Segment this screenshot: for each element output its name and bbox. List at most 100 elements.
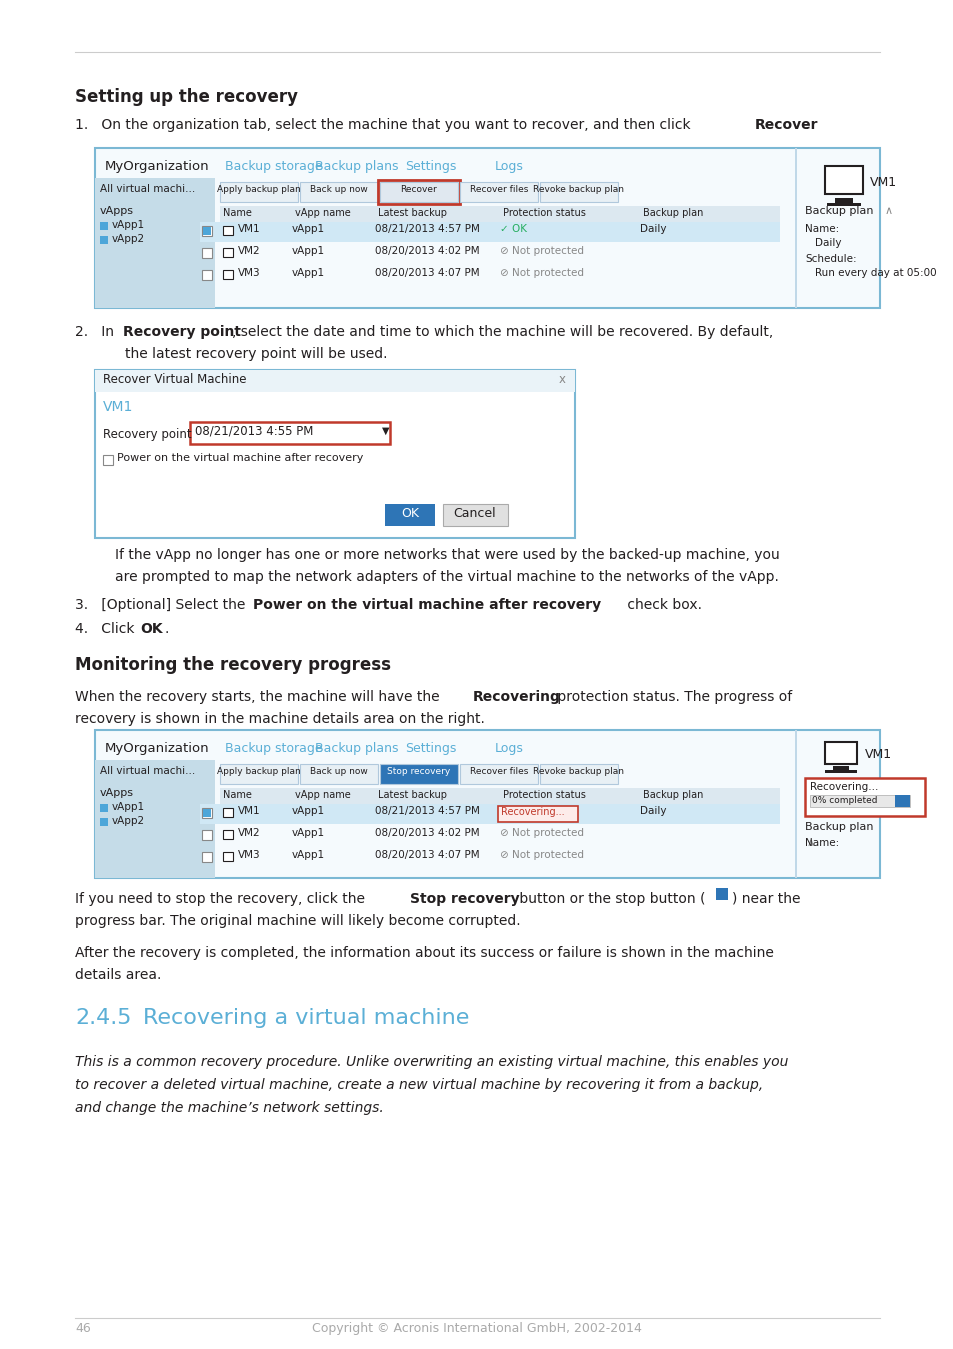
Text: vApp1: vApp1: [112, 803, 145, 812]
Text: Recovering: Recovering: [473, 689, 560, 704]
Text: ∧: ∧: [884, 206, 892, 216]
Text: MyOrganization: MyOrganization: [105, 742, 210, 755]
Text: When the recovery starts, the machine will have the: When the recovery starts, the machine wi…: [75, 689, 443, 704]
Text: Stop recovery: Stop recovery: [410, 892, 519, 907]
FancyBboxPatch shape: [100, 804, 108, 812]
Text: , select the date and time to which the machine will be recovered. By default,: , select the date and time to which the …: [232, 325, 773, 339]
Text: 08/21/2013 4:57 PM: 08/21/2013 4:57 PM: [375, 224, 479, 233]
Text: 3.   [Optional] Select the: 3. [Optional] Select the: [75, 598, 250, 612]
FancyBboxPatch shape: [220, 788, 780, 804]
Text: Daily: Daily: [814, 237, 841, 248]
Text: Latest backup: Latest backup: [377, 791, 447, 800]
Text: Logs: Logs: [495, 161, 523, 173]
Text: Apply backup plan: Apply backup plan: [217, 185, 300, 194]
Text: Recovery point: Recovery point: [123, 325, 241, 339]
Text: Schedule:: Schedule:: [804, 254, 856, 264]
FancyBboxPatch shape: [203, 227, 211, 235]
FancyBboxPatch shape: [299, 182, 377, 202]
Text: 08/20/2013 4:07 PM: 08/20/2013 4:07 PM: [375, 850, 479, 861]
FancyBboxPatch shape: [539, 182, 618, 202]
FancyBboxPatch shape: [190, 422, 390, 444]
Text: Recover: Recover: [400, 185, 436, 194]
FancyBboxPatch shape: [100, 223, 108, 229]
Text: VM1: VM1: [237, 224, 260, 233]
Text: VM2: VM2: [237, 246, 260, 256]
Text: Apply backup plan: Apply backup plan: [217, 768, 300, 776]
FancyBboxPatch shape: [202, 248, 212, 258]
Text: vApp1: vApp1: [292, 224, 325, 233]
Text: vApps: vApps: [100, 788, 133, 799]
Text: Daily: Daily: [639, 224, 666, 233]
Text: Setting up the recovery: Setting up the recovery: [75, 88, 297, 107]
FancyBboxPatch shape: [95, 759, 214, 878]
FancyBboxPatch shape: [100, 817, 108, 826]
FancyBboxPatch shape: [804, 778, 924, 816]
Text: Recovering...: Recovering...: [809, 782, 878, 792]
FancyBboxPatch shape: [442, 505, 507, 526]
Text: Name: Name: [223, 791, 252, 800]
Text: If you need to stop the recovery, click the: If you need to stop the recovery, click …: [75, 892, 369, 907]
FancyBboxPatch shape: [103, 455, 112, 465]
Text: Backup storage: Backup storage: [225, 161, 322, 173]
Text: vApps: vApps: [100, 206, 133, 216]
Text: This is a common recovery procedure. Unlike overwriting an existing virtual mach: This is a common recovery procedure. Unl…: [75, 1055, 787, 1068]
FancyBboxPatch shape: [202, 227, 212, 236]
Text: Power on the virtual machine after recovery: Power on the virtual machine after recov…: [253, 598, 600, 612]
FancyBboxPatch shape: [202, 808, 212, 817]
FancyBboxPatch shape: [202, 270, 212, 281]
Text: and change the machine’s network settings.: and change the machine’s network setting…: [75, 1101, 383, 1116]
Text: Recover files: Recover files: [469, 185, 528, 194]
FancyBboxPatch shape: [95, 730, 879, 878]
FancyBboxPatch shape: [379, 764, 457, 784]
Text: ✓ OK: ✓ OK: [499, 224, 526, 233]
Text: x: x: [558, 374, 565, 386]
Text: progress bar. The original machine will likely become corrupted.: progress bar. The original machine will …: [75, 915, 520, 928]
FancyBboxPatch shape: [203, 809, 211, 817]
Text: ⊘ Not protected: ⊘ Not protected: [499, 828, 583, 838]
Text: MyOrganization: MyOrganization: [105, 161, 210, 173]
Text: Daily: Daily: [639, 805, 666, 816]
FancyBboxPatch shape: [459, 182, 537, 202]
Text: 1.   On the organization tab, select the machine that you want to recover, and t: 1. On the organization tab, select the m…: [75, 117, 695, 132]
FancyBboxPatch shape: [100, 236, 108, 244]
FancyBboxPatch shape: [95, 370, 575, 538]
Text: Stop recovery: Stop recovery: [387, 768, 450, 776]
Text: Cancel: Cancel: [454, 507, 496, 519]
Text: Backup plans: Backup plans: [314, 742, 398, 755]
Text: vApp1: vApp1: [112, 220, 145, 229]
Text: 08/21/2013 4:55 PM: 08/21/2013 4:55 PM: [194, 425, 313, 438]
Text: Recover files: Recover files: [469, 768, 528, 776]
Text: ) near the: ) near the: [731, 892, 800, 907]
FancyBboxPatch shape: [223, 853, 233, 861]
Text: Recover Virtual Machine: Recover Virtual Machine: [103, 374, 246, 386]
Text: vApp2: vApp2: [112, 816, 145, 826]
Text: vApp1: vApp1: [292, 828, 325, 838]
Text: the latest recovery point will be used.: the latest recovery point will be used.: [125, 347, 387, 362]
Text: Protection status: Protection status: [502, 208, 585, 219]
Text: 08/20/2013 4:02 PM: 08/20/2013 4:02 PM: [375, 246, 479, 256]
FancyBboxPatch shape: [220, 206, 780, 223]
FancyBboxPatch shape: [824, 166, 862, 194]
FancyBboxPatch shape: [809, 795, 909, 807]
FancyBboxPatch shape: [497, 805, 578, 822]
FancyBboxPatch shape: [834, 198, 852, 202]
FancyBboxPatch shape: [200, 223, 220, 241]
Text: OK: OK: [140, 622, 162, 635]
Text: 0% completed: 0% completed: [811, 796, 877, 805]
Text: After the recovery is completed, the information about its success or failure is: After the recovery is completed, the inf…: [75, 946, 773, 960]
Text: vApp name: vApp name: [294, 791, 351, 800]
Text: Settings: Settings: [405, 742, 456, 755]
FancyBboxPatch shape: [95, 178, 214, 308]
Text: Name:: Name:: [804, 224, 839, 233]
Text: Revoke backup plan: Revoke backup plan: [533, 768, 624, 776]
Text: protection status. The progress of: protection status. The progress of: [553, 689, 791, 704]
Text: Name: Name: [223, 208, 252, 219]
Text: ⊘ Not protected: ⊘ Not protected: [499, 246, 583, 256]
Text: Backup storage: Backup storage: [225, 742, 322, 755]
Text: All virtual machi...: All virtual machi...: [100, 766, 195, 776]
FancyBboxPatch shape: [220, 182, 297, 202]
FancyBboxPatch shape: [202, 830, 212, 840]
FancyBboxPatch shape: [824, 742, 856, 764]
Text: Backup plan: Backup plan: [804, 206, 873, 216]
Text: VM2: VM2: [237, 828, 260, 838]
